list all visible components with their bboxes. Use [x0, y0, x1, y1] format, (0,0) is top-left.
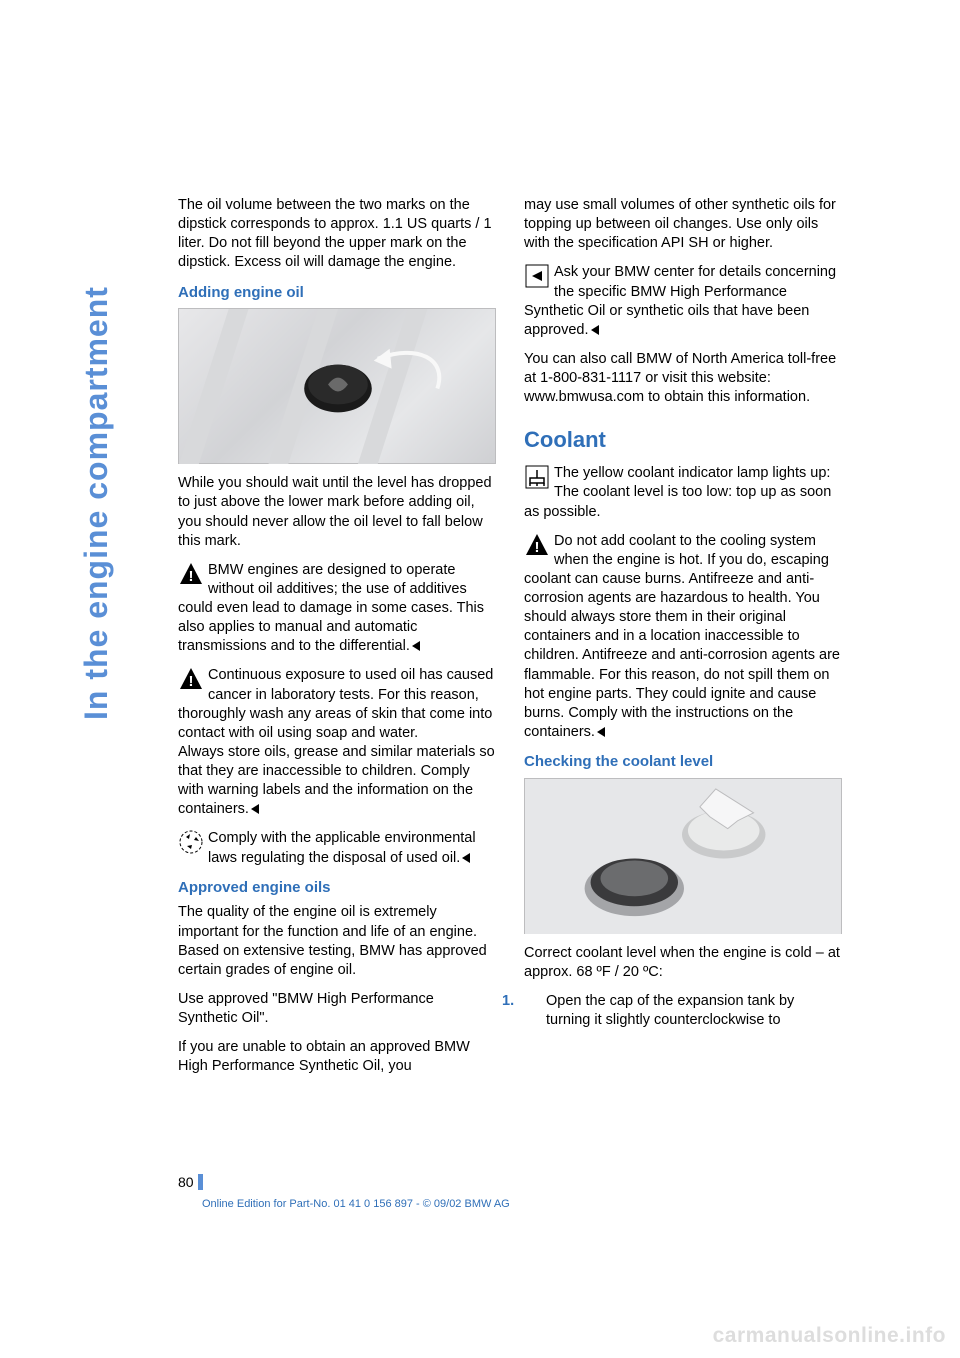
left-column: The oil volume between the two marks on … [178, 196, 496, 1086]
end-marker-icon [412, 641, 420, 651]
coolant-illustration [525, 779, 841, 934]
svg-text:!: ! [189, 568, 194, 585]
body-text: The quality of the engine oil is extreme… [178, 903, 496, 980]
warning-icon: ! [524, 532, 550, 558]
heading-coolant: Coolant [524, 425, 842, 454]
body-text: If you are unable to obtain an approved … [178, 1038, 496, 1076]
end-marker-icon [597, 727, 605, 737]
subheading-checking-coolant: Checking the coolant level [524, 752, 842, 772]
info-box-icon [524, 263, 550, 289]
warning-note: ! Do not add coolant to the cooling syst… [524, 532, 842, 742]
environment-note: Comply with the applicable environmental… [178, 829, 496, 867]
info-text: Ask your BMW center for details concerni… [524, 264, 836, 337]
end-marker-icon [251, 804, 259, 814]
warning-note: ! Continuous exposure to used oil has ca… [178, 666, 496, 819]
page-number: 80 [178, 1174, 203, 1190]
warning-icon: ! [178, 666, 204, 692]
svg-text:!: ! [189, 673, 194, 690]
page-number-bar [198, 1174, 203, 1190]
warning-icon: ! [178, 561, 204, 587]
watermark: carmanualsonline.info [713, 1324, 946, 1348]
engine-oil-illustration [179, 309, 495, 464]
right-column: may use small volumes of other synthetic… [524, 196, 842, 1086]
ordered-list-item: 1.Open the cap of the expansion tank by … [524, 992, 842, 1030]
body-text: While you should wait until the level ha… [178, 474, 496, 551]
body-text: You can also call BMW of North America t… [524, 350, 842, 407]
footer-edition-info: Online Edition for Part-No. 01 41 0 156 … [202, 1198, 510, 1210]
body-text: Use approved "BMW High Performance Synth… [178, 990, 496, 1028]
figure-coolant-cap [524, 778, 842, 934]
list-item-text: Open the cap of the expansion tank by tu… [546, 993, 794, 1028]
end-marker-icon [591, 325, 599, 335]
indicator-note: The yellow coolant indicator lamp lights… [524, 464, 842, 521]
svg-text:!: ! [535, 539, 540, 556]
environment-text: Comply with the applicable environmental… [208, 830, 476, 865]
list-number: 1. [524, 992, 546, 1011]
content-columns: The oil volume between the two marks on … [178, 196, 842, 1086]
subheading-adding-oil: Adding engine oil [178, 283, 496, 303]
page-number-value: 80 [178, 1174, 194, 1190]
warning-note: ! BMW engines are designed to operate wi… [178, 561, 496, 657]
indicator-text: The yellow coolant indicator lamp lights… [524, 465, 831, 519]
body-text: Correct coolant level when the engine is… [524, 944, 842, 982]
coolant-lamp-icon [524, 464, 550, 490]
body-text: may use small volumes of other synthetic… [524, 196, 842, 253]
warning-text: Do not add coolant to the cooling system… [524, 533, 840, 740]
info-note: Ask your BMW center for details concerni… [524, 263, 842, 340]
figure-engine-oil-cap [178, 308, 496, 464]
end-marker-icon [462, 853, 470, 863]
body-text: The oil volume between the two marks on … [178, 196, 496, 273]
recycle-icon [178, 829, 204, 855]
section-side-label: In the engine compartment [78, 286, 115, 720]
manual-page: In the engine compartment The oil volume… [0, 0, 960, 1358]
warning-text: Continuous exposure to used oil has caus… [178, 667, 495, 817]
warning-text: BMW engines are designed to operate with… [178, 562, 484, 655]
subheading-approved-oils: Approved engine oils [178, 878, 496, 898]
